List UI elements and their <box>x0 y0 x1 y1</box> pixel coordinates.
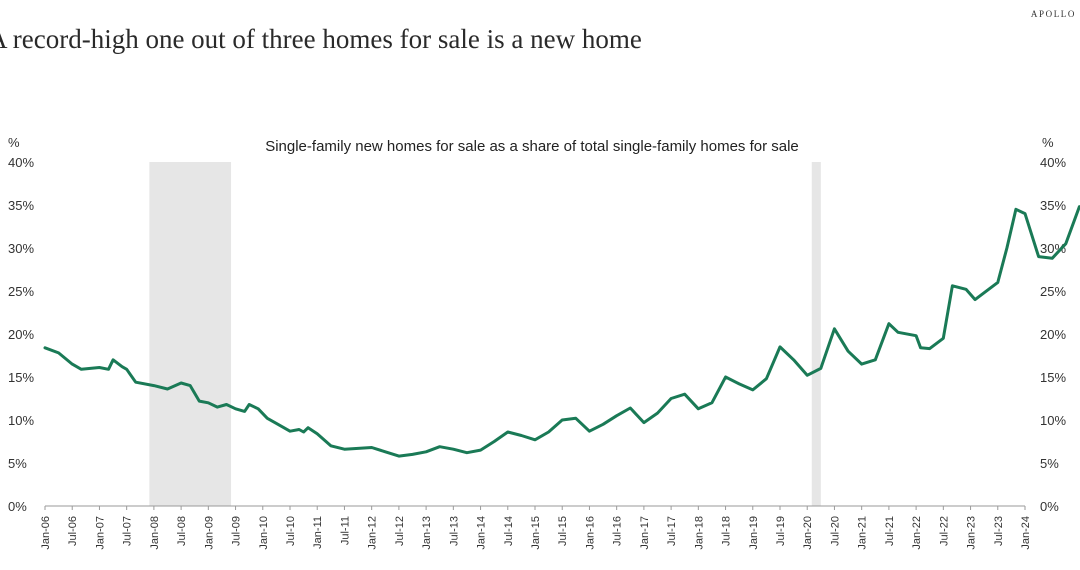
y-tick-left-label: 25% <box>8 284 34 299</box>
x-tick-label: Jul-15 <box>557 516 569 546</box>
x-tick-label: Jan-14 <box>476 516 488 550</box>
x-tick-label: Jan-17 <box>639 516 651 550</box>
x-tick-label: Jan-13 <box>421 516 433 550</box>
x-tick-label: Jul-14 <box>503 516 515 546</box>
recession-band-0 <box>149 162 232 506</box>
y-tick-left-label: 0% <box>8 499 27 514</box>
x-tick-label: Jul-21 <box>884 516 896 546</box>
page-headline: A record-high one out of three homes for… <box>0 24 642 54</box>
y-tick-left-label: 30% <box>8 241 34 256</box>
x-tick-label: Jul-08 <box>176 516 188 546</box>
y-tick-left-label: 35% <box>8 198 34 213</box>
x-tick-label: Jan-19 <box>748 516 760 550</box>
x-tick-label: Jan-11 <box>312 516 324 549</box>
x-tick-label: Jan-12 <box>367 516 379 550</box>
y-axis-left: 0% 5% 10% 15% 20% 25% 30% 35% 40% <box>8 155 34 514</box>
y-tick-right-label: 25% <box>1040 284 1066 299</box>
y-tick-left-label: 20% <box>8 327 34 342</box>
x-tick-label: Jul-19 <box>775 516 787 546</box>
x-tick-label: Jan-21 <box>857 516 869 550</box>
x-tick-label: Jul-22 <box>938 516 950 546</box>
x-tick-label: Jul-20 <box>829 516 841 546</box>
y-tick-left-label: 10% <box>8 413 34 428</box>
y-tick-right-label: 40% <box>1040 155 1066 170</box>
x-tick-label: Jul-16 <box>612 516 624 546</box>
y-axis-right: 0%5%10%15%20%25%30%35%40% <box>1040 155 1066 514</box>
y-tick-left-label: 15% <box>8 370 34 385</box>
x-tick-label: Jan-07 <box>94 516 106 550</box>
x-tick-label: Jul-06 <box>67 516 79 546</box>
y-tick-right-label: 15% <box>1040 370 1066 385</box>
x-tick-label: Jan-23 <box>966 516 978 550</box>
x-tick-label: Jul-07 <box>122 516 134 546</box>
y-axis-left-unit: % <box>8 135 20 150</box>
x-tick-label: Jul-18 <box>721 516 733 546</box>
x-tick-label: Jul-09 <box>231 516 243 546</box>
y-tick-right-label: 10% <box>1040 413 1066 428</box>
y-tick-right-label: 0% <box>1040 499 1059 514</box>
x-tick-label: Jan-15 <box>530 516 542 550</box>
x-tick-label: Jul-11 <box>339 516 351 545</box>
x-tick-label: Jan-16 <box>584 516 596 550</box>
x-tick-label: Jan-24 <box>1020 516 1032 550</box>
x-tick-label: Jan-08 <box>149 516 161 550</box>
x-tick-label: Jul-17 <box>666 516 678 546</box>
x-tick-label: Jan-10 <box>258 516 270 550</box>
recession-bands <box>149 162 821 506</box>
x-tick-label: Jul-12 <box>394 516 406 546</box>
x-tick-label: Jan-09 <box>203 516 215 550</box>
chart-title: Single-family new homes for sale as a sh… <box>265 138 799 155</box>
y-axis-right-unit: % <box>1042 135 1054 150</box>
brand-logo: APOLLO <box>1030 9 1076 19</box>
y-tick-right-label: 35% <box>1040 198 1066 213</box>
recession-band-1 <box>811 162 821 506</box>
x-tick-label: Jul-10 <box>285 516 297 546</box>
x-tick-label: Jan-18 <box>693 516 705 550</box>
y-tick-right-label: 20% <box>1040 327 1066 342</box>
x-tick-label: Jan-06 <box>40 516 52 550</box>
series-line <box>43 205 1080 458</box>
x-tick-label: Jul-23 <box>993 516 1005 546</box>
x-tick-label: Jan-22 <box>911 516 923 550</box>
y-tick-right-label: 5% <box>1040 456 1059 471</box>
y-tick-left-label: 5% <box>8 456 27 471</box>
x-tick-label: Jul-13 <box>448 516 460 546</box>
x-axis: Jan-06 Jul-06 Jan-07 Jul-07 Jan-08 Jul-08 Jan-… <box>40 506 1032 550</box>
x-tick-label: Jan-20 <box>802 516 814 550</box>
y-tick-left-label: 40% <box>8 155 34 170</box>
